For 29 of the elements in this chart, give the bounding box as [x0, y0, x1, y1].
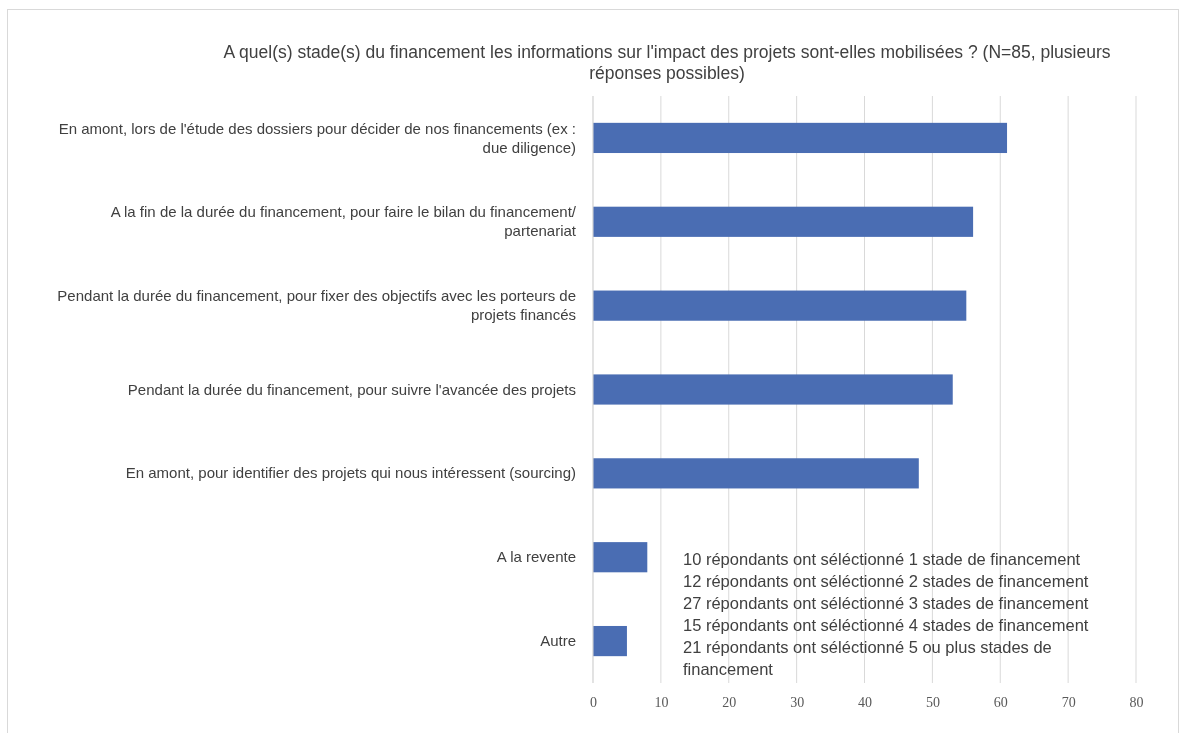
y-tick-label: Pendant la durée du financement, pour suivre l'avancée des projets: [127, 380, 576, 398]
y-tick-label: Pendant la durée du financement, pour fixer des objectifs avec les porteurs de projets financés: [57, 287, 576, 324]
bar: [593, 290, 967, 321]
annotation: 15 répondants ont séléctionné 4 stades de financement: [683, 616, 1089, 634]
annotation: 12 répondants ont séléctionné 2 stades de financement: [683, 572, 1089, 590]
x-tick-label: 60: [993, 694, 1008, 710]
x-tick-label: 20: [722, 694, 737, 710]
bar: [593, 206, 974, 237]
bar: [593, 625, 627, 657]
x-tick-label: 10: [654, 694, 669, 710]
x-tick-label: 70: [1061, 694, 1076, 710]
bar: [593, 374, 953, 405]
x-tick-label: 40: [858, 694, 872, 710]
y-tick-label: A la revente: [496, 548, 576, 566]
annotation: 10 répondants ont séléctionné 1 stade de financement: [683, 550, 1081, 568]
y-tick-label: En amont, lors de l'étude des dossiers pour décider de nos financements (ex : due diligence): [58, 119, 576, 156]
x-tick-label: 30: [790, 694, 805, 710]
annotation: 21 répondants ont séléctionné 5 ou plus stades de financement: [683, 638, 1052, 678]
y-tick-label: En amont, pour identifier des projets qui nous intéressent (sourcing): [125, 464, 576, 482]
x-tick-label: 80: [1129, 694, 1144, 710]
x-tick-label: 50: [925, 694, 940, 710]
x-tick-label: 0: [590, 694, 597, 710]
y-tick-label: Autre: [540, 632, 576, 650]
bar: [593, 122, 1008, 154]
bar: [593, 542, 648, 573]
annotation: 27 répondants ont séléctionné 3 stades de financement: [683, 594, 1089, 612]
y-tick-label: A la fin de la durée du financement, pour faire le bilan du financement/ partenariat: [110, 203, 577, 240]
bar: [593, 458, 919, 489]
chart-title: A quel(s) stade(s) du financement les informations sur l'impact des projets sont-elles mobilisées ? (N=85, plusieurs réponses possibles): [223, 41, 1111, 83]
